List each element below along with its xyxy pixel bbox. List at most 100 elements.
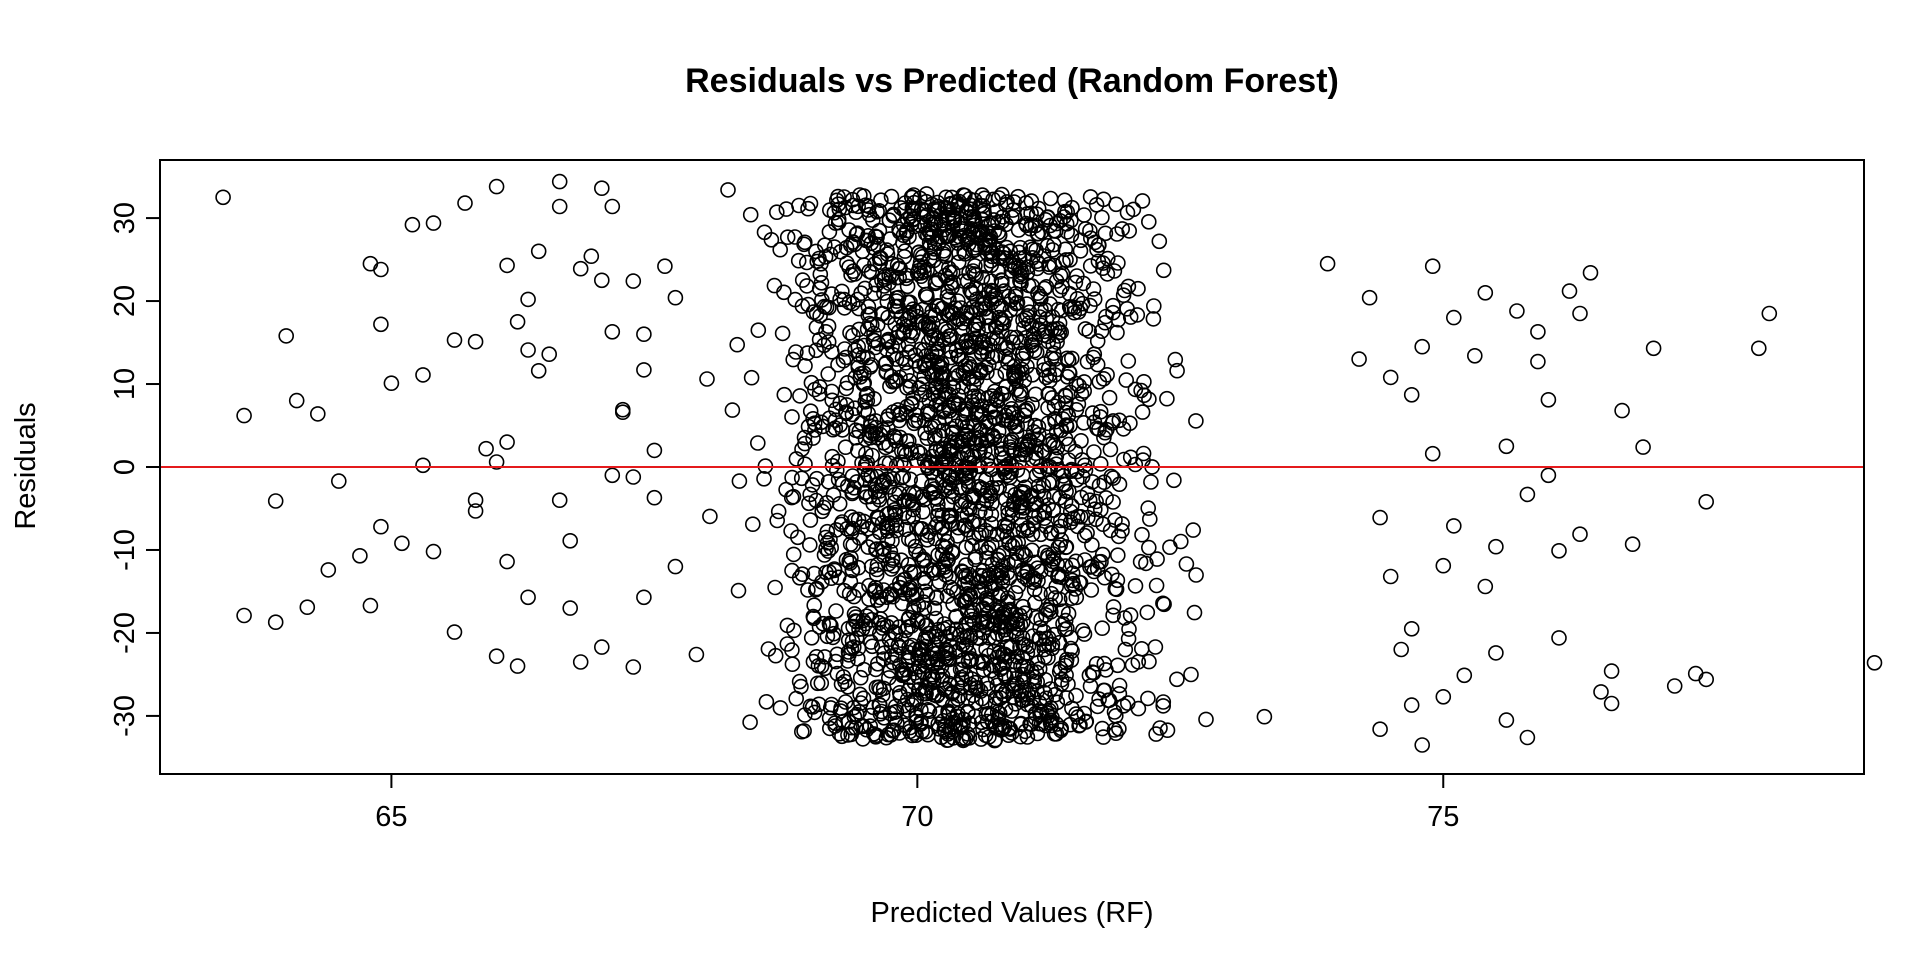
data-point: [1082, 297, 1098, 314]
data-point: [215, 189, 231, 206]
data-point: [840, 644, 857, 660]
data-point: [872, 426, 889, 443]
data-point: [999, 467, 1016, 484]
data-point: [990, 552, 1006, 568]
data-point: [824, 457, 841, 474]
data-point: [1088, 197, 1105, 213]
data-point: [425, 215, 442, 231]
data-point: [876, 269, 893, 285]
data-point: [1104, 566, 1120, 583]
data-point: [1088, 493, 1104, 510]
data-point: [1540, 467, 1557, 484]
data-point: [1382, 568, 1399, 585]
data-point: [869, 204, 885, 220]
data-point: [985, 191, 1001, 208]
data-point: [1013, 687, 1030, 704]
data-point: [467, 492, 484, 509]
data-point: [976, 580, 993, 596]
data-point: [892, 657, 908, 673]
data-point: [843, 267, 859, 283]
data-point: [865, 699, 882, 716]
data-point: [895, 493, 912, 510]
data-point: [784, 642, 800, 658]
data-point: [1106, 722, 1123, 738]
data-point: [520, 291, 536, 308]
data-point: [1114, 522, 1130, 539]
data-point: [593, 180, 610, 196]
data-point: [1540, 391, 1557, 408]
data-point: [961, 455, 978, 471]
data-point: [1124, 657, 1141, 673]
y-tick-label: 20: [109, 285, 141, 317]
data-point: [1036, 488, 1052, 505]
data-point: [1028, 467, 1045, 483]
data-point: [917, 679, 934, 696]
data-point: [1058, 417, 1074, 433]
data-point: [851, 321, 867, 338]
data-point: [1094, 546, 1111, 563]
data-point: [835, 352, 852, 369]
data-point: [994, 209, 1011, 225]
data-point: [953, 351, 970, 368]
data-point: [881, 437, 897, 454]
data-point: [1048, 716, 1065, 732]
data-point: [1031, 462, 1048, 479]
data-point: [1085, 664, 1102, 681]
data-point: [778, 481, 794, 498]
data-point: [415, 457, 431, 474]
data-point: [1114, 516, 1130, 532]
data-point: [1166, 472, 1182, 489]
data-point: [848, 204, 864, 220]
data-point: [520, 342, 536, 358]
data-point: [874, 540, 891, 557]
data-point: [983, 506, 1000, 523]
data-point: [1019, 296, 1035, 312]
data-point: [972, 363, 989, 380]
y-tick-label: -20: [109, 612, 141, 654]
data-point: [850, 346, 867, 363]
data-point: [864, 447, 881, 464]
data-point: [779, 617, 796, 634]
data-point: [1045, 502, 1062, 519]
data-point: [1002, 483, 1019, 500]
data-point: [1027, 594, 1043, 611]
data-point: [1063, 640, 1079, 657]
data-point: [961, 501, 978, 518]
data-point: [1008, 295, 1025, 312]
data-point: [869, 468, 885, 485]
data-point: [1136, 373, 1152, 390]
data-point: [846, 512, 863, 528]
data-point: [1008, 329, 1025, 346]
data-point: [819, 523, 836, 540]
data-point: [802, 486, 819, 503]
data-point: [1185, 522, 1201, 538]
data-point: [1076, 207, 1092, 223]
data-point: [965, 397, 982, 414]
data-point: [1042, 681, 1059, 697]
data-point: [980, 540, 997, 557]
data-point: [320, 562, 337, 578]
data-point: [1006, 554, 1023, 570]
data-point: [831, 201, 848, 217]
data-point: [1866, 654, 1883, 671]
data-point: [828, 522, 845, 538]
data-point: [1119, 204, 1136, 221]
data-point: [1094, 720, 1111, 737]
data-point: [884, 722, 901, 739]
data-point: [814, 292, 830, 308]
data-point: [1038, 311, 1055, 327]
data-point: [1122, 449, 1139, 466]
data-point: [994, 244, 1011, 260]
data-point: [1023, 716, 1040, 733]
data-point: [1134, 526, 1150, 543]
data-point: [1026, 673, 1043, 690]
data-point: [869, 592, 886, 608]
data-point: [1122, 309, 1139, 325]
data-point: [1030, 478, 1047, 495]
data-point: [987, 409, 1004, 426]
data-point: [883, 267, 900, 284]
data-point: [926, 363, 943, 380]
data-point: [850, 640, 867, 657]
data-point: [970, 222, 986, 238]
data-point: [1019, 308, 1036, 324]
